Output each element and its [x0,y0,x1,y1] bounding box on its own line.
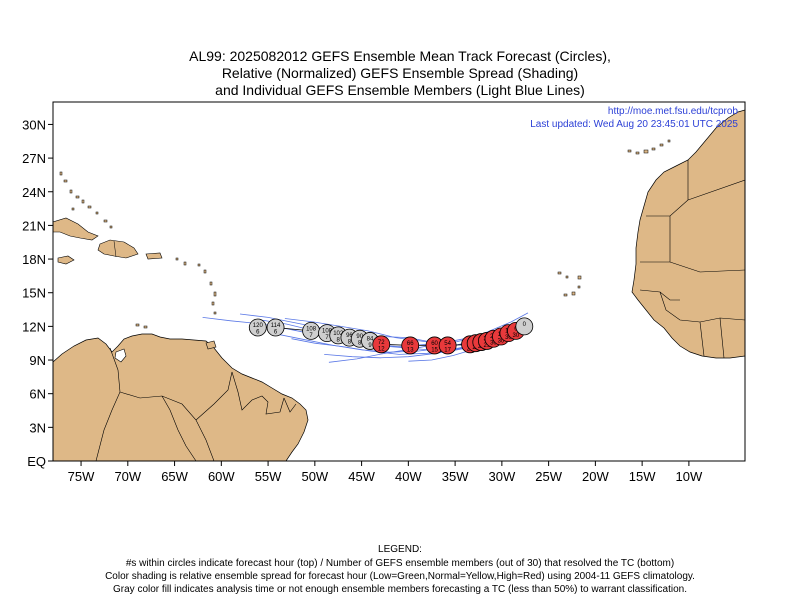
last-updated: Last updated: Wed Aug 20 23:45:01 UTC 20… [530,119,738,130]
track-point: 0 [515,317,534,336]
latitude-axis: 30N 27N 24N 21N 18N 15N 12N 9N 6N 3N EQ [22,117,53,469]
lake-maracaibo [114,348,127,363]
lon-tick-label: 30W [488,469,515,484]
lon-tick-label: 50W [301,469,328,484]
lon-tick-label: 10W [676,469,703,484]
forecast-hour-label: 108 [322,329,333,335]
member-count-label: 30 [498,338,505,344]
lon-tick-label: 45W [348,469,375,484]
track-point-circle [372,335,391,354]
lon-tick-label: 75W [68,469,95,484]
lat-tick-label: 18N [22,252,46,267]
member-count-label: 7 [325,335,329,341]
track-point-circle [248,318,267,337]
lat-tick-label: EQ [27,454,46,469]
forecast-hour-label: 0 [523,322,527,328]
small-caribbean-islands [59,171,217,329]
member-count-label: 15 [431,347,438,353]
forecast-hour-label: 54 [444,341,451,347]
forecast-hour-label: 114 [271,323,281,329]
lat-tick-label: 15N [22,286,46,301]
track-point-circle [266,318,285,337]
track-point-circle [401,336,420,355]
lat-tick-label: 6N [29,387,46,402]
lon-tick-label: 35W [442,469,469,484]
lon-tick-label: 70W [114,469,141,484]
member-count-label: 12 [378,346,385,352]
trinidad-island [205,340,217,350]
lat-tick-label: 24N [22,185,46,200]
track-point-circle [438,336,457,355]
ensemble-mean-track-circles: 1206114610871087102896890884972126613601… [248,317,534,355]
forecast-hour-label: 120 [253,323,264,329]
lat-tick-label: 27N [22,151,46,166]
track-point-circle [515,317,534,336]
country-borders-south-america [95,347,297,461]
puerto-rico-island [145,252,163,260]
member-count-label: 6 [274,329,278,335]
canary-islands [627,139,671,155]
member-count-label: 9 [368,343,372,349]
forecast-hour-label: 72 [378,340,385,346]
cape-verde-islands [557,271,582,297]
legend-line-1: #s within circles indicate forecast hour… [125,558,675,569]
member-count-label: 30 [513,333,520,339]
map-title: AL99: 2025082012 GEFS Ensemble Mean Trac… [0,48,800,99]
jamaica-island [57,255,75,265]
cuba-island [53,217,99,241]
longitude-axis: 75W 70W 65W 60W 55W 50W 45W 40W 35W 30W 25W 20W 15W 1… [68,461,703,484]
lon-tick-label: 15W [629,469,656,484]
legend: LEGEND: #s within circles indicate forec… [0,543,800,596]
member-count-label: 8 [337,337,341,343]
lat-tick-label: 3N [29,420,46,435]
lon-tick-label: 55W [255,469,282,484]
member-count-label: 8 [348,340,352,346]
legend-heading: LEGEND: [378,544,422,555]
legend-line-2: Color shading is relative ensemble sprea… [105,571,695,582]
member-count-label: 29 [484,343,491,349]
lat-tick-label: 30N [22,117,46,132]
lon-tick-label: 40W [395,469,422,484]
lon-tick-label: 65W [161,469,188,484]
africa-landmass [631,109,745,359]
lat-tick-label: 21N [22,218,46,233]
legend-line-3: Gray color fill indicates analysis time … [113,584,687,595]
forecast-hour-label: 90 [356,334,363,340]
forecast-hour-label: 66 [407,341,414,347]
lon-tick-label: 60W [208,469,235,484]
member-count-label: 17 [444,347,451,353]
lat-tick-label: 9N [29,353,46,368]
forecast-hour-label: 102 [333,331,344,337]
lon-tick-label: 20W [582,469,609,484]
title-line-1: AL99: 2025082012 GEFS Ensemble Mean Trac… [189,48,611,64]
title-line-2: Relative (Normalized) GEFS Ensemble Spre… [221,65,579,81]
lon-tick-label: 25W [535,469,562,484]
title-line-3: and Individual GEFS Ensemble Members (Li… [215,82,585,98]
member-count-label: 8 [358,341,362,347]
forecast-hour-label: 108 [306,326,317,332]
forecast-hour-label: 96 [346,333,353,339]
forecast-hour-label: 84 [367,336,374,342]
source-url: http://moe.met.fsu.edu/tcprob [608,106,739,117]
member-count-label: 13 [407,347,414,353]
hispaniola-island [97,239,139,259]
country-borders-africa [639,160,745,359]
forecast-hour-label: 60 [431,341,438,347]
lat-tick-label: 12N [22,319,46,334]
member-count-label: 30 [490,341,497,347]
member-count-label: 6 [256,329,260,335]
haiti-dr-border [113,240,117,258]
plot-frame [52,101,746,462]
member-count-label: 7 [309,333,313,339]
member-count-label: 30 [505,335,512,341]
